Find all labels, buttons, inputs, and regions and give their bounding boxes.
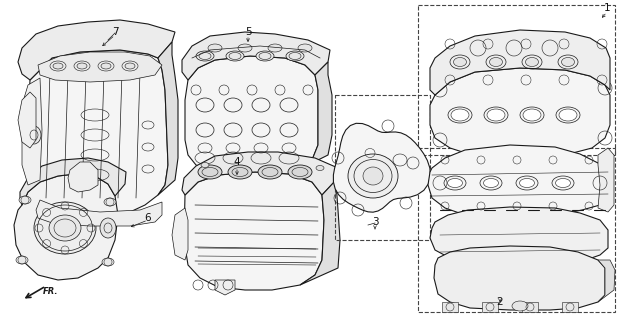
Polygon shape: [430, 207, 608, 266]
Polygon shape: [184, 172, 324, 290]
Ellipse shape: [363, 167, 383, 185]
Ellipse shape: [451, 109, 469, 121]
Ellipse shape: [228, 165, 252, 179]
Ellipse shape: [286, 51, 304, 61]
Ellipse shape: [101, 63, 111, 69]
Ellipse shape: [77, 63, 87, 69]
Polygon shape: [22, 78, 42, 185]
Ellipse shape: [16, 256, 28, 264]
Ellipse shape: [256, 51, 274, 61]
Polygon shape: [598, 260, 615, 302]
Polygon shape: [20, 158, 126, 205]
Text: FR.: FR.: [43, 287, 59, 297]
Polygon shape: [215, 280, 235, 295]
Text: 5: 5: [245, 27, 251, 37]
Ellipse shape: [348, 154, 398, 198]
Polygon shape: [38, 52, 162, 82]
Text: 1: 1: [604, 3, 610, 13]
Ellipse shape: [559, 109, 577, 121]
Polygon shape: [428, 145, 608, 217]
Polygon shape: [172, 208, 188, 260]
Ellipse shape: [100, 218, 116, 238]
Ellipse shape: [454, 58, 467, 67]
Ellipse shape: [523, 109, 541, 121]
Ellipse shape: [104, 198, 116, 206]
Polygon shape: [18, 20, 175, 80]
Ellipse shape: [102, 258, 114, 266]
Ellipse shape: [226, 51, 244, 61]
Ellipse shape: [125, 63, 135, 69]
Text: 7: 7: [111, 27, 118, 37]
Ellipse shape: [512, 301, 528, 311]
Ellipse shape: [526, 58, 539, 67]
Polygon shape: [18, 92, 36, 148]
Ellipse shape: [258, 165, 282, 179]
Ellipse shape: [208, 44, 222, 52]
Ellipse shape: [487, 109, 505, 121]
Polygon shape: [434, 246, 605, 310]
Text: 6: 6: [145, 213, 151, 223]
Polygon shape: [185, 56, 318, 174]
Ellipse shape: [34, 202, 96, 254]
Polygon shape: [598, 148, 614, 212]
Polygon shape: [68, 162, 98, 192]
Text: 2: 2: [496, 297, 503, 307]
Ellipse shape: [196, 51, 214, 61]
Ellipse shape: [198, 165, 222, 179]
Bar: [418, 5, 615, 155]
Ellipse shape: [288, 165, 312, 179]
Polygon shape: [482, 302, 498, 312]
Polygon shape: [36, 200, 162, 226]
Polygon shape: [430, 68, 610, 158]
Ellipse shape: [555, 179, 571, 188]
Polygon shape: [430, 30, 610, 95]
Polygon shape: [182, 32, 330, 80]
Polygon shape: [562, 302, 578, 312]
Polygon shape: [522, 302, 538, 312]
Ellipse shape: [238, 44, 252, 52]
Ellipse shape: [316, 165, 324, 171]
Ellipse shape: [483, 179, 498, 188]
Polygon shape: [300, 180, 340, 285]
Polygon shape: [302, 62, 332, 168]
Ellipse shape: [53, 63, 63, 69]
Polygon shape: [158, 42, 178, 195]
Ellipse shape: [201, 163, 209, 167]
Polygon shape: [14, 174, 118, 280]
Ellipse shape: [19, 196, 31, 204]
Ellipse shape: [448, 179, 462, 188]
Polygon shape: [334, 123, 430, 212]
Ellipse shape: [561, 58, 574, 67]
Polygon shape: [182, 152, 338, 195]
Text: 3: 3: [371, 217, 378, 227]
Text: 4: 4: [234, 157, 240, 167]
Ellipse shape: [298, 44, 312, 52]
Bar: [335, 95, 430, 240]
Ellipse shape: [27, 126, 41, 144]
Ellipse shape: [268, 44, 282, 52]
Ellipse shape: [490, 58, 503, 67]
Ellipse shape: [49, 215, 81, 241]
Polygon shape: [26, 50, 168, 215]
Ellipse shape: [519, 179, 534, 188]
Polygon shape: [442, 302, 458, 312]
Bar: [418, 148, 615, 312]
